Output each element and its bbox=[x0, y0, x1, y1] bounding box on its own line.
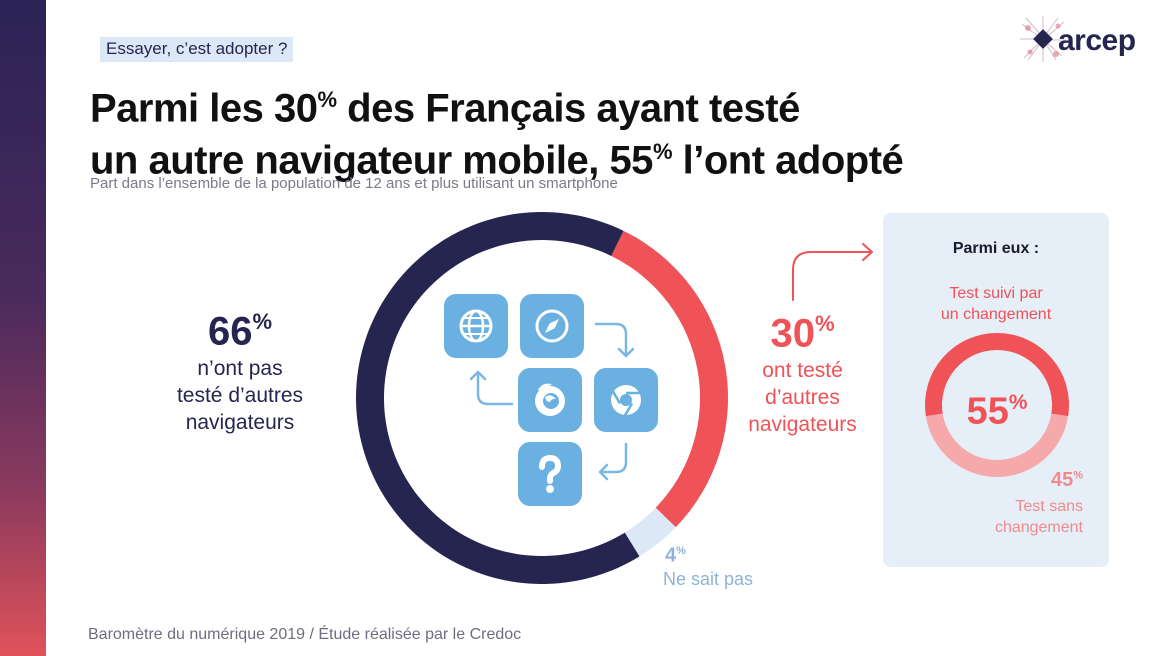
stat-not-tested-label: n’ont pas testé d’autres navigateurs bbox=[176, 357, 304, 435]
arrow-down-left-icon bbox=[598, 442, 628, 474]
firefox-tile bbox=[518, 368, 582, 432]
side-stripe bbox=[0, 0, 46, 656]
stat-not-tested: 66% n’ont pas testé d’autres navigateurs bbox=[150, 300, 330, 436]
page-title: Parmi les 30% des Français ayant testé u… bbox=[90, 78, 1030, 183]
panel-donut-chart bbox=[925, 333, 1069, 477]
stat-unknown-label: Ne sait pas bbox=[663, 568, 754, 589]
arrow-right-down-icon bbox=[594, 322, 628, 358]
chart-subtitle: Part dans l’ensemble de la population de… bbox=[90, 175, 618, 192]
adoption-panel: Parmi eux : Test suivi par un changement… bbox=[883, 213, 1109, 567]
globe-tile bbox=[444, 294, 508, 358]
globe-icon bbox=[459, 309, 493, 343]
chrome-tile bbox=[594, 368, 658, 432]
segment-not-tested bbox=[356, 212, 640, 584]
arrow-left-up-icon bbox=[476, 370, 514, 406]
compass-icon bbox=[535, 309, 569, 343]
main-donut-chart bbox=[356, 212, 728, 584]
segment-unknown bbox=[624, 507, 676, 557]
stat-unknown: 4% Ne sait pas bbox=[663, 540, 773, 591]
cycle-arrows bbox=[469, 322, 635, 481]
browser-icons-cluster bbox=[440, 292, 670, 512]
chrome-icon bbox=[611, 385, 641, 417]
arcep-logo: arcep bbox=[1018, 14, 1154, 64]
stat-not-tested-value: 66% bbox=[207, 309, 273, 354]
arcep-logo-mark-icon bbox=[1020, 16, 1066, 62]
stat-unknown-value: 4% bbox=[665, 544, 686, 567]
panel-unchanged-label: Test sans changement bbox=[994, 498, 1083, 536]
arrow-to-panel-icon bbox=[792, 243, 873, 301]
source-footer: Baromètre du numérique 2019 / Étude réal… bbox=[88, 626, 522, 643]
panel-unchanged-value: 45% bbox=[1050, 469, 1083, 491]
compass-tile bbox=[520, 294, 584, 358]
stat-tested: 30% ont testé d’autres navigateurs bbox=[725, 302, 880, 438]
panel-changed-label: Test suivi par un changement bbox=[940, 285, 1052, 323]
section-kicker: Essayer, c’est adopter ? bbox=[100, 37, 294, 62]
title-line-1: Parmi les 30% des Français ayant testé bbox=[90, 86, 800, 131]
panel-title: Parmi eux : bbox=[952, 240, 1040, 257]
logo-wordmark: arcep bbox=[1058, 24, 1136, 57]
panel-changed-value: 55% bbox=[966, 390, 1028, 433]
firefox-icon bbox=[535, 383, 565, 416]
stat-tested-label: ont testé d’autres navigateurs bbox=[748, 359, 857, 437]
question-tile bbox=[518, 442, 582, 506]
question-icon bbox=[539, 454, 562, 493]
segment-unchanged bbox=[925, 413, 1069, 477]
stat-tested-value: 30% bbox=[770, 311, 835, 356]
title-line-2: un autre navigateur mobile, 55% l’ont ad… bbox=[90, 138, 904, 183]
segment-tested bbox=[611, 230, 728, 528]
segment-changed bbox=[925, 333, 1069, 417]
